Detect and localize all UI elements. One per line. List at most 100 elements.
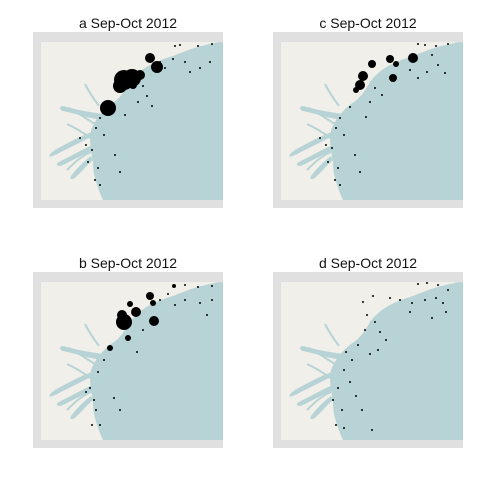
- map-frame: [273, 32, 463, 208]
- observation-marker: [369, 353, 371, 355]
- bay-water: [289, 130, 337, 157]
- observation-marker: [417, 77, 419, 79]
- observation-marker: [97, 371, 99, 373]
- observation-marker: [97, 167, 99, 169]
- observation-marker: [445, 311, 447, 313]
- observation-marker: [417, 283, 419, 285]
- observation-marker: [374, 87, 376, 89]
- observation-marker: [435, 45, 437, 47]
- map-panel-d: d Sep-Oct 2012: [273, 254, 463, 448]
- bay-water: [296, 144, 335, 167]
- river-line: [68, 107, 96, 125]
- observation-marker: [435, 297, 437, 299]
- observation-marker: [113, 397, 115, 399]
- observation-marker: [364, 329, 366, 331]
- observation-marker: [94, 179, 96, 181]
- observation-marker: [331, 147, 333, 149]
- bay-water: [49, 130, 97, 157]
- map-svg: [281, 282, 463, 440]
- observation-marker: [332, 399, 334, 401]
- observation-marker: [211, 43, 213, 45]
- observation-marker: [385, 339, 387, 341]
- observation-marker: [150, 300, 156, 306]
- observation-marker: [337, 387, 339, 389]
- observation-marker: [319, 137, 321, 139]
- observation-marker: [374, 321, 376, 323]
- panel-title: b Sep-Oct 2012: [78, 255, 178, 271]
- observation-marker: [85, 144, 87, 146]
- map-frame: [273, 272, 463, 448]
- observation-marker: [167, 293, 169, 295]
- observation-marker: [365, 116, 367, 118]
- observation-marker: [103, 359, 105, 361]
- map-frame: [33, 32, 223, 208]
- observation-marker: [199, 302, 201, 304]
- observation-marker: [371, 429, 373, 431]
- observation-marker: [343, 427, 345, 429]
- observation-marker: [337, 167, 339, 169]
- observation-marker: [174, 304, 176, 306]
- observation-marker: [437, 284, 439, 286]
- map-panel-a: a Sep-Oct 2012: [33, 14, 223, 208]
- observation-marker: [85, 391, 87, 393]
- observation-marker: [386, 55, 394, 63]
- bay-water: [369, 68, 395, 84]
- marker-layer: [332, 282, 449, 431]
- river-line: [84, 323, 100, 347]
- observation-marker: [189, 71, 191, 73]
- observation-marker: [146, 292, 154, 300]
- observation-marker: [381, 94, 383, 96]
- observation-marker: [411, 302, 413, 304]
- observation-marker: [197, 45, 199, 47]
- observation-marker: [366, 314, 368, 316]
- observation-marker: [151, 105, 153, 107]
- bay-water: [70, 396, 93, 419]
- ocean-area: [281, 282, 463, 440]
- observation-marker: [159, 61, 161, 63]
- observation-marker: [359, 171, 361, 173]
- river-line: [308, 347, 336, 365]
- observation-marker: [335, 127, 337, 129]
- river-line: [324, 323, 340, 347]
- observation-marker: [172, 58, 174, 60]
- map-panel-b: b Sep-Oct 2012: [33, 254, 223, 448]
- observation-marker: [339, 117, 341, 119]
- observation-marker: [408, 53, 418, 63]
- observation-marker: [136, 351, 138, 353]
- observation-marker: [361, 409, 363, 411]
- map-panel-c: c Sep-Oct 2012: [273, 14, 463, 208]
- bay-water: [129, 308, 155, 324]
- observation-marker: [409, 311, 411, 313]
- panel-title: c Sep-Oct 2012: [319, 15, 417, 31]
- panel-title: d Sep-Oct 2012: [318, 255, 418, 271]
- observation-marker: [399, 299, 401, 301]
- observation-marker: [127, 301, 133, 307]
- marker-layer: [79, 43, 213, 186]
- observation-marker: [393, 61, 399, 67]
- observation-marker: [142, 85, 144, 87]
- observation-marker: [343, 134, 345, 136]
- observation-marker: [146, 95, 148, 97]
- observation-marker: [119, 171, 121, 173]
- river-line: [324, 83, 340, 107]
- observation-marker: [206, 314, 208, 316]
- observation-marker: [99, 117, 101, 119]
- panel-title: a Sep-Oct 2012: [78, 15, 178, 31]
- river-line: [306, 391, 332, 411]
- observation-marker: [89, 387, 91, 389]
- map-frame: [33, 272, 223, 448]
- observation-marker: [424, 299, 426, 301]
- observation-marker: [184, 299, 186, 301]
- river-line: [66, 123, 94, 141]
- observation-marker: [353, 87, 359, 93]
- observation-marker: [149, 316, 159, 326]
- observation-marker: [409, 69, 411, 71]
- observation-marker: [349, 381, 351, 383]
- map-svg: [281, 42, 463, 200]
- observation-marker: [99, 184, 101, 186]
- observation-marker: [372, 295, 374, 297]
- observation-marker: [377, 349, 379, 351]
- ocean-area: [41, 282, 223, 440]
- observation-marker: [137, 101, 139, 103]
- observation-marker: [437, 64, 439, 66]
